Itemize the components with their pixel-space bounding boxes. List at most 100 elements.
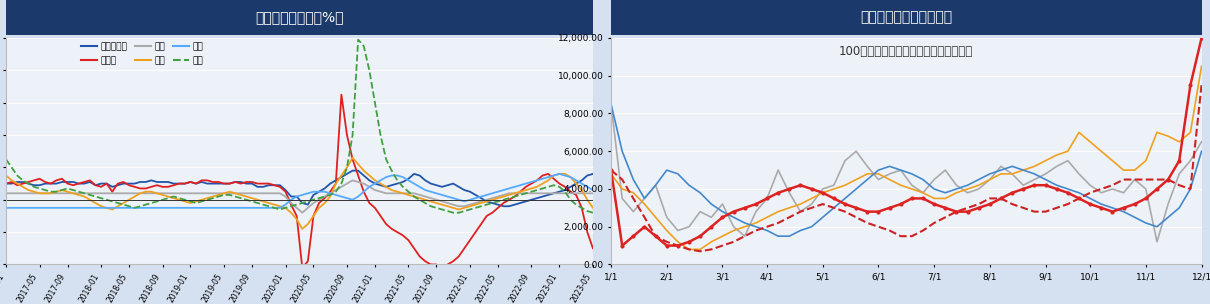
销售	[519, 192, 534, 195]
新开工	[390, 230, 404, 234]
2020	[938, 197, 952, 200]
Text: 100大中城市土地成交土地规划建筑面积: 100大中城市土地成交土地规划建筑面积	[840, 45, 973, 58]
竣工	[519, 188, 534, 192]
竣工	[586, 206, 600, 210]
新开发投资	[0, 182, 13, 185]
Line: 库存: 库存	[6, 174, 593, 208]
施工	[357, 182, 371, 185]
新开工	[413, 254, 427, 258]
2019	[949, 183, 963, 187]
新开工	[519, 185, 534, 189]
2019	[1150, 240, 1164, 244]
新开发投资	[385, 183, 399, 187]
2023	[1016, 187, 1031, 191]
销售	[345, 133, 359, 137]
2022	[693, 250, 708, 253]
施工	[295, 211, 310, 215]
施工	[519, 192, 534, 195]
新开工	[0, 182, 13, 185]
Line: 2023: 2023	[609, 36, 1204, 248]
2022	[837, 210, 852, 213]
2023	[837, 202, 852, 206]
2022	[972, 202, 986, 206]
库存	[402, 178, 416, 182]
2020	[681, 247, 696, 251]
新开工	[295, 266, 310, 270]
竣工	[0, 174, 13, 177]
Line: 2020: 2020	[611, 66, 1202, 249]
Text: 房地产分项指标（%）: 房地产分项指标（%）	[255, 10, 344, 25]
施工	[16, 192, 30, 195]
库存	[345, 198, 359, 202]
库存	[16, 206, 30, 210]
施工	[351, 180, 365, 184]
Line: 竣工: 竣工	[6, 158, 593, 229]
2022	[715, 244, 730, 247]
2023	[1194, 36, 1209, 40]
2019	[1194, 140, 1209, 143]
2020	[961, 187, 975, 191]
2023	[715, 216, 730, 219]
新开发投资	[586, 172, 600, 176]
库存	[552, 172, 566, 176]
2020	[1016, 168, 1031, 172]
2019	[1004, 172, 1019, 176]
2020	[715, 234, 730, 238]
2021	[771, 234, 785, 238]
2019	[826, 183, 841, 187]
销售	[0, 157, 13, 161]
2022	[1194, 83, 1209, 87]
竣工	[295, 227, 310, 231]
新开发投资	[496, 204, 511, 208]
竣工	[351, 162, 365, 166]
竣工	[345, 156, 359, 160]
2022	[938, 216, 952, 219]
竣工	[413, 196, 427, 200]
2019	[604, 102, 618, 106]
2021	[604, 102, 618, 106]
2023	[972, 206, 986, 210]
2023	[604, 168, 618, 172]
新开发投资	[345, 169, 359, 172]
2023	[615, 244, 629, 247]
库存	[0, 206, 13, 210]
新开工	[351, 174, 365, 177]
2021	[961, 183, 975, 187]
库存	[340, 196, 355, 200]
2021	[1016, 168, 1031, 172]
竣工	[390, 190, 404, 194]
2020	[972, 183, 986, 187]
销售	[385, 169, 399, 172]
2020	[604, 172, 618, 176]
Line: 施工: 施工	[6, 180, 593, 213]
2019	[927, 178, 941, 181]
Line: 新开发投资: 新开发投资	[6, 171, 593, 206]
新开工	[334, 93, 348, 96]
Line: 销售: 销售	[6, 40, 593, 213]
销售	[446, 211, 461, 215]
新开发投资	[340, 172, 355, 176]
2023	[938, 206, 952, 210]
施工	[0, 192, 13, 195]
销售	[407, 195, 421, 199]
2022	[1016, 206, 1031, 210]
Line: 2021: 2021	[611, 104, 1202, 236]
2022	[961, 206, 975, 210]
新开发投资	[16, 180, 30, 184]
施工	[345, 178, 359, 182]
新开发投资	[407, 172, 421, 176]
新开发投资	[519, 199, 534, 203]
施工	[413, 193, 427, 197]
2021	[938, 191, 952, 195]
Line: 新开工: 新开工	[6, 95, 593, 268]
2021	[1194, 150, 1209, 153]
销售	[351, 38, 365, 41]
竣工	[357, 169, 371, 172]
库存	[586, 188, 600, 192]
库存	[507, 185, 522, 189]
库存	[379, 175, 393, 179]
销售	[340, 166, 355, 169]
Text: 土地成交面积（万平米）: 土地成交面积（万平米）	[860, 10, 952, 25]
竣工	[16, 185, 30, 189]
销售	[16, 178, 30, 182]
